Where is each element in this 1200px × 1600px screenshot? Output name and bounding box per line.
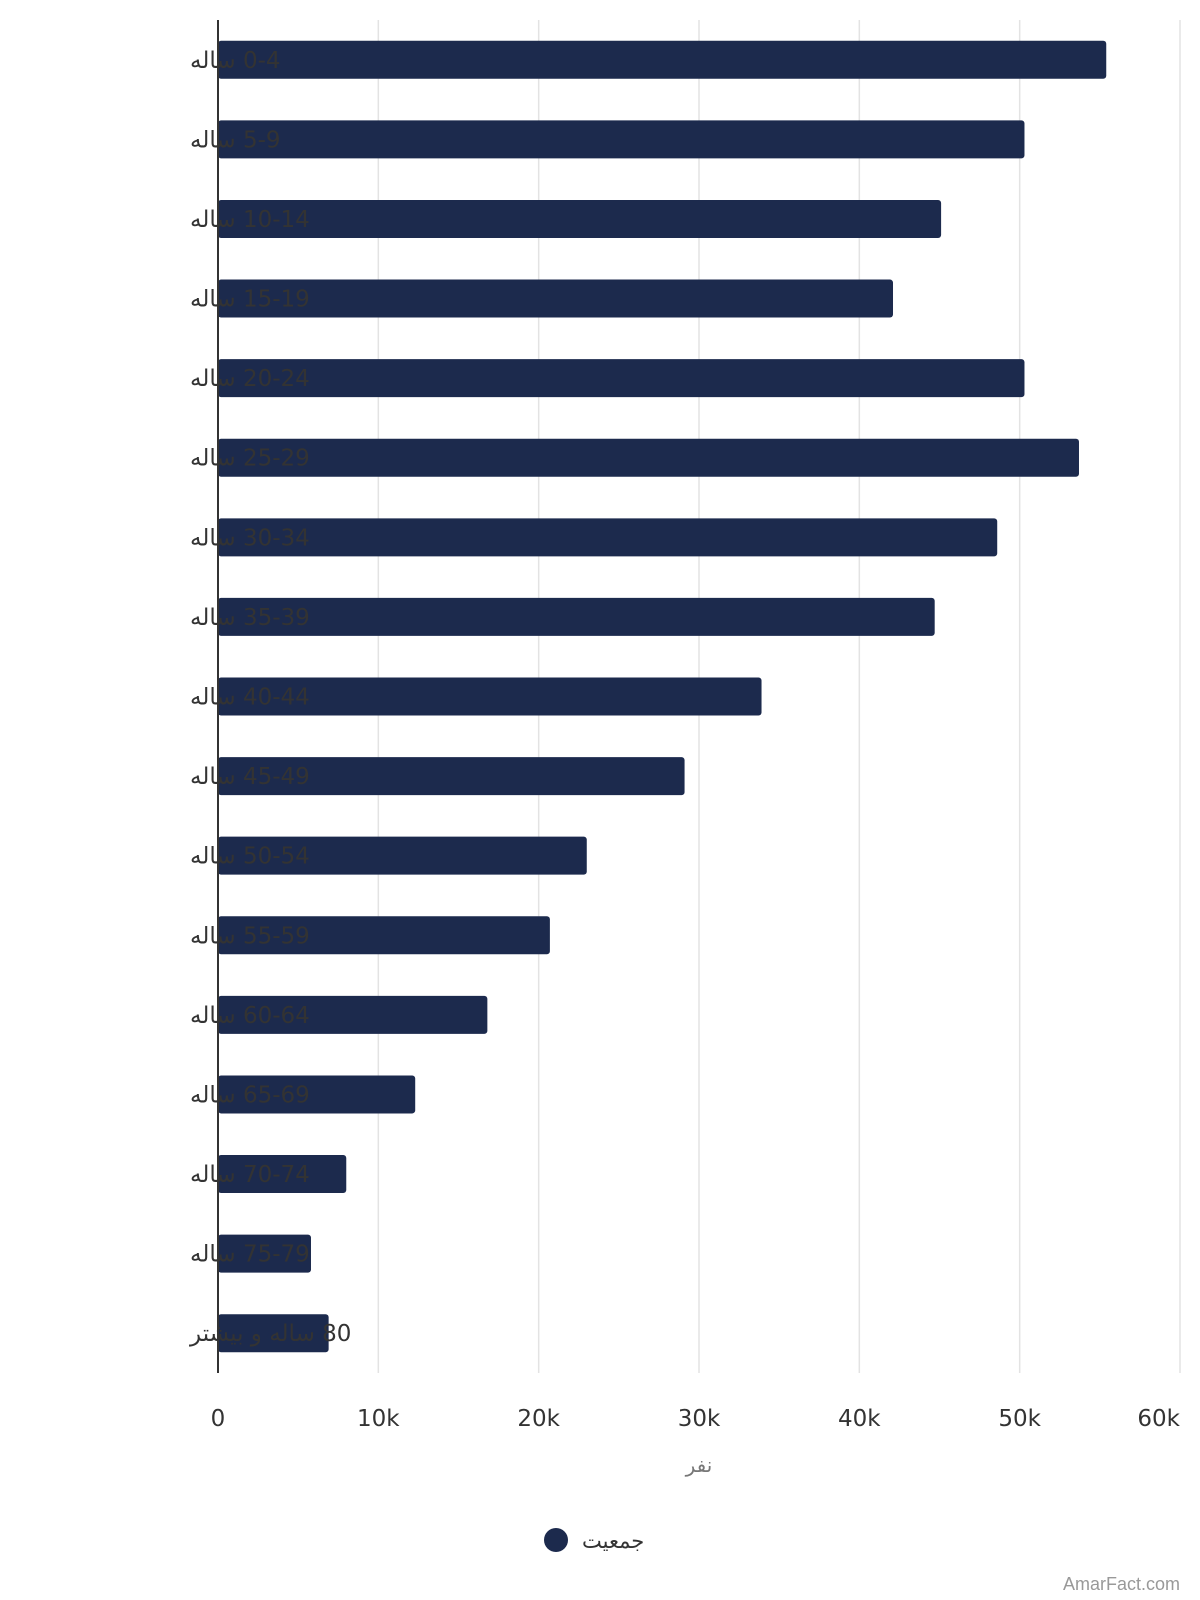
category-labels: 0-4 ساله 5-9 ساله 10-14 ساله 15-19 ساله 20-2… [189, 48, 351, 1347]
bar [218, 199, 942, 238]
category-label: 25-29 ساله [190, 446, 310, 472]
category-label: 40-44 ساله [190, 685, 310, 711]
bar [218, 1075, 416, 1114]
x-tick-labels: 0 10k 20k 30k 40k 50k 60k [211, 1406, 1181, 1432]
watermark-text: AmarFact.com [1063, 1574, 1180, 1594]
legend[interactable]: جمعیت [544, 1528, 644, 1553]
x-tick-label: 20k [517, 1406, 560, 1432]
category-label: 55-59 ساله [190, 923, 310, 949]
category-label: 5-9 ساله [190, 127, 281, 153]
category-label: 20-24 ساله [190, 366, 310, 392]
category-label: 10-14 ساله [190, 207, 310, 233]
bar [218, 757, 685, 796]
legend-swatch [544, 1528, 568, 1552]
bar [218, 677, 762, 716]
category-label: 65-69 ساله [190, 1082, 310, 1108]
bar [218, 438, 1079, 477]
x-tick-label: 30k [678, 1406, 721, 1432]
bar [218, 1314, 329, 1353]
x-tick-label: 60k [1137, 1406, 1180, 1432]
bar [218, 995, 488, 1034]
bar [218, 597, 935, 636]
category-label: 80 ساله و بیشتر [189, 1321, 351, 1347]
x-tick-label: 40k [838, 1406, 881, 1432]
category-label: 60-64 ساله [190, 1003, 310, 1029]
category-label: 45-49 ساله [190, 764, 310, 790]
bar [218, 518, 998, 557]
category-label: 75-79 ساله [190, 1242, 310, 1268]
category-label: 15-19 ساله [190, 287, 310, 313]
category-label: 0-4 ساله [190, 48, 281, 74]
category-label: 30-34 ساله [190, 525, 310, 551]
category-label: 70-74 ساله [190, 1162, 310, 1188]
bar [218, 916, 550, 955]
bar [218, 836, 587, 875]
bars [218, 40, 1107, 1353]
x-tick-label: 10k [357, 1406, 400, 1432]
category-label: 50-54 ساله [190, 844, 310, 870]
bar [218, 120, 1025, 159]
x-tick-label: 50k [998, 1406, 1041, 1432]
legend-label: جمعیت [582, 1529, 644, 1553]
bar [218, 1234, 311, 1273]
bar [218, 40, 1107, 79]
x-axis-title: نفر [685, 1453, 713, 1477]
bar [218, 279, 894, 318]
category-label: 35-39 ساله [190, 605, 310, 631]
x-tick-label: 0 [211, 1406, 226, 1432]
bar [218, 359, 1025, 398]
bar [218, 1155, 347, 1194]
